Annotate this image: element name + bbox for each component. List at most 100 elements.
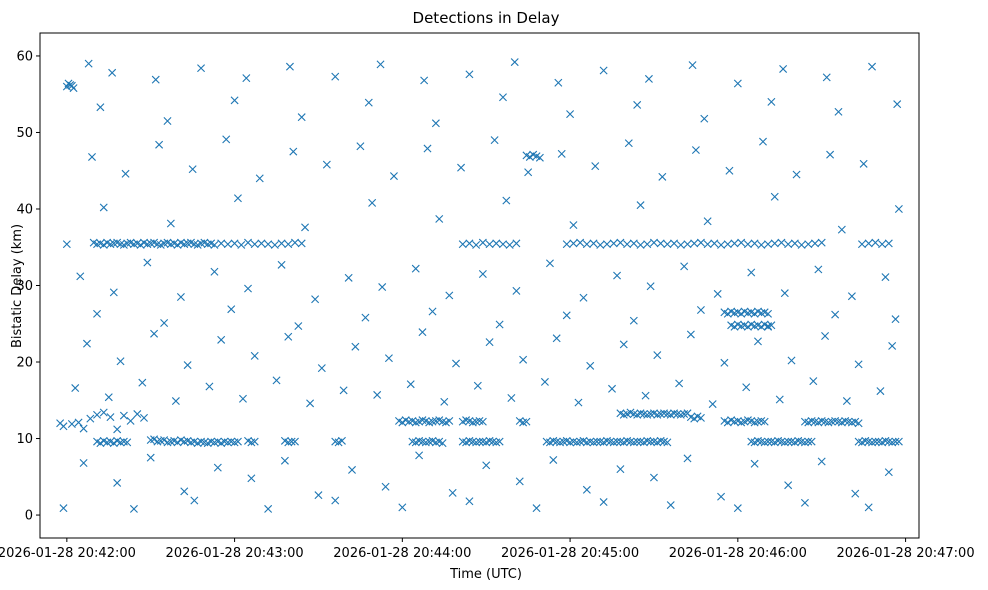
- data-point: [787, 356, 796, 365]
- data-point: [126, 416, 135, 425]
- data-point: [800, 498, 809, 507]
- data-point: [592, 437, 601, 446]
- data-point: [804, 437, 813, 446]
- x-tick-label: 2026-01-28 20:44:00: [333, 546, 471, 561]
- y-tick-label: 0: [25, 509, 33, 524]
- data-point: [502, 196, 511, 205]
- data-point: [86, 414, 95, 423]
- data-point: [616, 465, 625, 474]
- y-tick-label: 40: [16, 202, 33, 217]
- data-point: [384, 354, 393, 363]
- data-point: [644, 74, 653, 83]
- data-point: [485, 338, 494, 347]
- data-point: [431, 119, 440, 128]
- data-point: [599, 66, 608, 75]
- data-point: [428, 307, 437, 316]
- data-point: [683, 240, 692, 249]
- data-point: [717, 240, 726, 249]
- data-point: [116, 357, 125, 366]
- data-point: [183, 361, 192, 370]
- data-point: [881, 273, 890, 282]
- data-point: [742, 383, 751, 392]
- data-point: [764, 322, 773, 331]
- data-point: [99, 408, 108, 417]
- data-point: [737, 309, 746, 318]
- data-point: [217, 335, 226, 344]
- data-point: [688, 61, 697, 70]
- data-point: [646, 437, 655, 446]
- data-point: [764, 437, 773, 446]
- data-point: [750, 309, 759, 318]
- data-point: [842, 397, 851, 406]
- data-point: [361, 313, 370, 322]
- data-point: [723, 309, 732, 318]
- x-tick-label: 2026-01-28 20:47:00: [837, 546, 975, 561]
- data-point: [784, 437, 793, 446]
- data-point: [871, 238, 880, 247]
- data-point: [445, 291, 454, 300]
- data-point: [277, 260, 286, 269]
- data-point: [680, 262, 689, 271]
- data-point: [700, 114, 709, 123]
- data-point: [524, 168, 533, 177]
- data-point: [373, 390, 382, 399]
- data-point: [696, 305, 705, 314]
- data-point: [88, 152, 96, 161]
- data-point: [123, 438, 132, 447]
- data-point: [804, 240, 813, 249]
- data-point: [703, 217, 712, 226]
- data-point: [485, 240, 494, 249]
- y-tick-label: 10: [16, 432, 33, 447]
- data-point: [764, 240, 773, 249]
- data-point: [146, 453, 155, 462]
- data-point: [582, 485, 591, 494]
- data-point: [155, 140, 164, 149]
- points-layer: [56, 58, 903, 513]
- data-point: [376, 60, 385, 69]
- data-point: [106, 413, 115, 422]
- data-point: [306, 399, 315, 408]
- data-point: [519, 355, 528, 364]
- data-point: [210, 240, 219, 249]
- data-point: [71, 384, 80, 393]
- data-point: [290, 238, 299, 247]
- data-point: [389, 172, 398, 181]
- data-point: [505, 240, 514, 249]
- data-point: [495, 437, 504, 446]
- data-point: [809, 377, 818, 386]
- data-point: [891, 315, 900, 324]
- data-point: [777, 238, 786, 247]
- data-point: [171, 397, 180, 406]
- data-point: [636, 240, 645, 249]
- data-point: [868, 62, 877, 71]
- data-point: [760, 417, 769, 426]
- data-point: [743, 240, 752, 249]
- data-point: [847, 292, 856, 301]
- data-point: [683, 454, 692, 463]
- data-point: [676, 240, 685, 249]
- data-point: [490, 136, 499, 145]
- data-point: [67, 420, 76, 428]
- data-point: [381, 482, 390, 491]
- data-point: [438, 439, 447, 448]
- data-point: [59, 422, 68, 431]
- data-point: [876, 387, 885, 396]
- data-point: [629, 239, 638, 248]
- data-point: [348, 465, 356, 474]
- data-point: [717, 492, 726, 501]
- data-point: [257, 239, 266, 248]
- data-point: [482, 461, 491, 470]
- data-point: [569, 239, 578, 248]
- data-point: [223, 240, 232, 249]
- data-point: [62, 240, 71, 249]
- data-point: [814, 265, 823, 274]
- data-point: [686, 330, 695, 339]
- data-point: [129, 504, 138, 513]
- data-point: [76, 272, 85, 281]
- data-point: [780, 289, 789, 298]
- data-point: [822, 73, 831, 82]
- data-point: [753, 337, 762, 346]
- data-point: [894, 204, 903, 213]
- data-point: [448, 488, 457, 497]
